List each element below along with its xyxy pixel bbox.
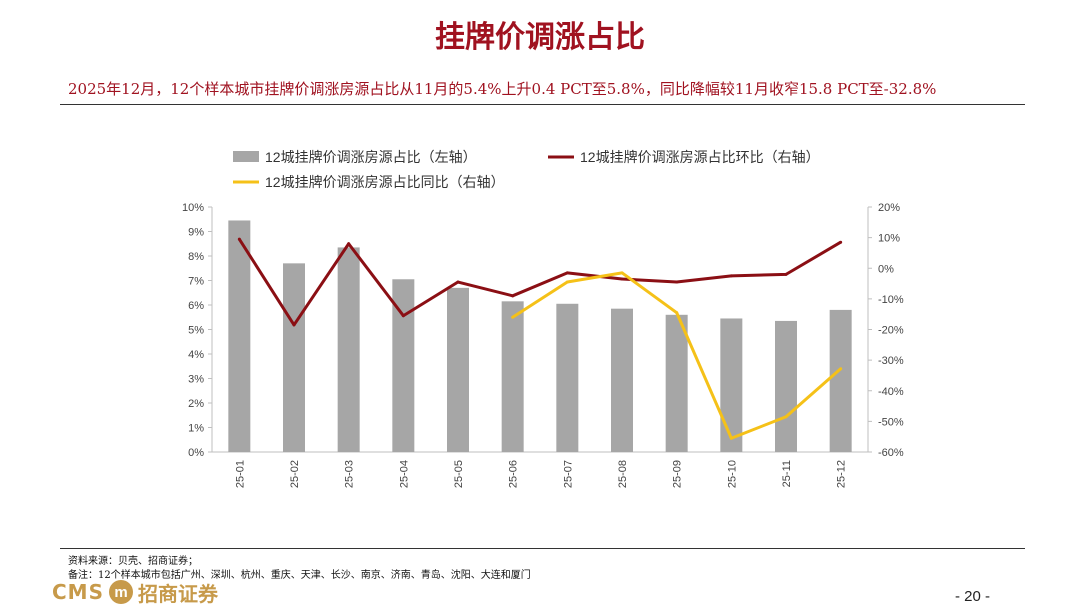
- line-point: [729, 436, 733, 440]
- left-tick-label: 6%: [188, 300, 204, 312]
- bar-25-07: [556, 303, 579, 452]
- x-tick-label: 25-05: [453, 460, 465, 488]
- legend-swatch-bar: [233, 151, 259, 162]
- bar-25-01: [228, 220, 251, 452]
- bar-25-11: [775, 320, 797, 452]
- right-tick-label: -20%: [878, 325, 904, 337]
- line-point: [565, 280, 569, 284]
- bar-25-06: [501, 301, 524, 452]
- company-logo: CMS m 招商证券: [52, 578, 218, 606]
- bar-25-09: [665, 314, 688, 452]
- bar-25-03: [337, 247, 360, 452]
- left-tick-label: 2%: [188, 398, 204, 410]
- line-point: [675, 311, 679, 315]
- left-tick-label: 3%: [188, 374, 204, 386]
- x-tick-label: 25-03: [344, 460, 356, 488]
- bar-25-02: [283, 263, 305, 452]
- right-tick-label: -60%: [878, 447, 904, 459]
- right-tick-label: 0%: [878, 263, 894, 275]
- x-tick-label: 25-06: [508, 460, 520, 488]
- left-tick-label: 1%: [188, 423, 204, 435]
- bar-25-05: [447, 287, 469, 452]
- page-subtitle: 2025年12月，12个样本城市挂牌价调涨房源占比从11月的5.4%上升0.4 …: [68, 80, 937, 98]
- x-tick-label: 25-08: [617, 460, 629, 488]
- right-tick-label: 10%: [878, 233, 900, 245]
- top-divider: [60, 104, 1025, 105]
- x-tick-label: 25-02: [289, 460, 301, 488]
- legend-label: 12城挂牌价调涨房源占比（左轴）: [265, 149, 477, 165]
- line-point: [784, 272, 788, 276]
- line-series-1: [238, 238, 842, 327]
- left-tick-label: 5%: [188, 325, 204, 337]
- line-point: [620, 271, 624, 275]
- chart-legend: 12城挂牌价调涨房源占比（左轴） 12城挂牌价调涨房源占比环比（右轴） 12城挂牌价…: [233, 149, 820, 190]
- right-tick-label: -10%: [878, 294, 904, 306]
- line-point: [292, 323, 296, 327]
- source-note: 资料来源：贝壳、招商证券；: [68, 556, 198, 567]
- bottom-divider: [60, 548, 1025, 549]
- line-point: [729, 274, 733, 278]
- logo-emblem-letter: m: [114, 584, 127, 601]
- x-tick-label: 25-07: [562, 460, 574, 488]
- bar-25-08: [611, 308, 633, 452]
- bar-25-04: [392, 279, 415, 452]
- legend-label: 12城挂牌价调涨房源占比环比（右轴）: [580, 149, 820, 165]
- page-title: 挂牌价调涨占比: [435, 20, 645, 55]
- right-tick-label: -40%: [878, 386, 904, 398]
- line-point: [839, 240, 843, 244]
- logo-company-name: 招商证券: [137, 581, 218, 606]
- line-point: [511, 315, 515, 319]
- x-tick-label: 25-10: [726, 460, 738, 488]
- line-point: [675, 280, 679, 284]
- chart-axes: 0% 1% 2% 3% 4% 5% 6% 7% 8% 9% 10% -60% -50% -40% -30% -…: [182, 202, 904, 488]
- line-series: [237, 237, 843, 440]
- line-point: [620, 277, 624, 281]
- line-point: [456, 280, 460, 284]
- logo-emblem-icon: m: [108, 580, 133, 604]
- right-tick-label: 20%: [878, 202, 900, 214]
- left-tick-label: 4%: [188, 349, 204, 361]
- line-point: [511, 294, 515, 298]
- logo-cms-text: CMS: [52, 580, 104, 604]
- line-point: [347, 242, 351, 246]
- bar-25-12: [829, 309, 852, 452]
- right-tick-label: -50%: [878, 416, 904, 428]
- left-tick-label: 7%: [188, 276, 204, 288]
- right-tick-label: -30%: [878, 355, 904, 367]
- left-tick-label: 9%: [188, 227, 204, 239]
- line-point: [401, 314, 405, 318]
- left-tick-label: 8%: [188, 251, 204, 263]
- line-point: [237, 237, 241, 241]
- bar-series: [228, 220, 852, 452]
- city-note: 备注：12个样本城市包括广州、深圳、杭州、重庆、天津、长沙、南京、济南、青岛、沈…: [68, 570, 531, 581]
- left-tick-label: 0%: [188, 447, 204, 459]
- bar-25-10: [720, 318, 743, 452]
- line-point: [784, 415, 788, 419]
- line-point: [839, 367, 843, 371]
- x-tick-label: 25-04: [398, 460, 410, 488]
- line-point: [565, 271, 569, 275]
- page-number: - 20 -: [954, 588, 990, 605]
- x-tick-label: 25-09: [672, 460, 684, 488]
- left-tick-label: 10%: [182, 202, 204, 214]
- x-tick-label: 25-01: [234, 460, 246, 488]
- x-tick-label: 25-11: [781, 460, 793, 487]
- legend-label: 12城挂牌价调涨房源占比同比（右轴）: [265, 174, 505, 190]
- x-tick-label: 25-12: [836, 460, 848, 488]
